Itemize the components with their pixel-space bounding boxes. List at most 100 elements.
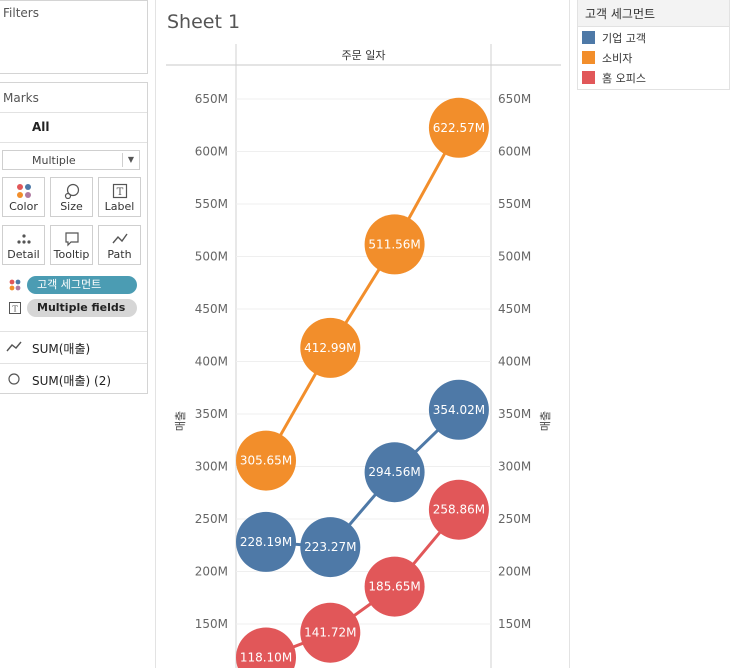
y-axis-title: 매출 xyxy=(174,411,187,431)
data-label: 511.56M xyxy=(368,237,420,251)
measure-label: SUM(매출) xyxy=(32,342,91,356)
chevron-down-icon[interactable]: ▼ xyxy=(122,153,139,167)
divider xyxy=(0,363,147,364)
data-point[interactable] xyxy=(364,442,425,503)
data-point[interactable] xyxy=(428,379,489,440)
multiple-fields-label-pill[interactable]: Multiple fields xyxy=(27,299,137,317)
marks-title: Marks xyxy=(3,91,39,105)
worksheet-view: Sheet 1 주문 일자 150M 150M 200M 200M 250M 250M 300… xyxy=(155,0,570,668)
filters-title: Filters xyxy=(3,6,39,20)
svg-text:T: T xyxy=(116,187,123,198)
measure-sum-sales-circle[interactable]: SUM(매출) (2) xyxy=(0,364,147,395)
y-tick-label: 650M xyxy=(195,92,228,106)
legend-item-label: 기업 고객 xyxy=(602,32,646,45)
tooltip-icon xyxy=(51,231,92,247)
marks-all-tab[interactable]: All xyxy=(32,120,50,134)
measure-label: SUM(매출) (2) xyxy=(32,374,112,388)
size-icon xyxy=(51,183,92,199)
data-point[interactable] xyxy=(428,97,489,158)
line-icon xyxy=(6,341,22,352)
color-icon xyxy=(9,279,21,291)
y-tick-label: 200M xyxy=(195,565,228,579)
path-icon xyxy=(99,231,140,247)
data-label: 118.10M xyxy=(240,650,292,664)
divider xyxy=(0,331,147,332)
path-button[interactable]: Path xyxy=(98,225,141,265)
tooltip-button[interactable]: Tooltip xyxy=(50,225,93,265)
data-label: 185.65M xyxy=(368,580,420,594)
legend-swatch xyxy=(582,31,595,44)
y-axis-title-right: 매출 xyxy=(539,411,552,431)
detail-button[interactable]: Detail xyxy=(2,225,45,265)
data-point[interactable] xyxy=(300,602,361,663)
sheet-title[interactable]: Sheet 1 xyxy=(167,11,241,33)
data-point[interactable] xyxy=(300,317,361,378)
label-icon: T xyxy=(99,183,140,199)
mark-type-value: Multiple xyxy=(32,154,76,167)
data-label: 223.27M xyxy=(304,540,356,554)
y-tick-label-right: 300M xyxy=(498,460,531,474)
data-label: 294.56M xyxy=(368,465,420,479)
marks-card: Marks All Multiple ▼ Color Size T Label … xyxy=(0,82,148,394)
y-tick-label-right: 600M xyxy=(498,145,531,159)
size-button-label: Size xyxy=(60,200,83,213)
y-tick-label: 300M xyxy=(195,460,228,474)
data-label: 305.65M xyxy=(240,454,292,468)
detail-button-label: Detail xyxy=(7,248,40,261)
size-button[interactable]: Size xyxy=(50,177,93,217)
label-button-label: Label xyxy=(104,200,135,213)
data-point[interactable] xyxy=(428,479,489,540)
data-point[interactable] xyxy=(236,430,296,491)
y-tick-label-right: 250M xyxy=(498,512,531,526)
y-tick-label: 250M xyxy=(195,512,228,526)
y-tick-label-right: 450M xyxy=(498,302,531,316)
color-legend: 고객 세그먼트 기업 고객 소비자 홈 오피스 xyxy=(577,0,730,90)
series-line[interactable] xyxy=(264,127,461,462)
y-tick-label: 500M xyxy=(195,250,228,264)
data-label: 622.57M xyxy=(433,121,485,135)
data-label: 141.72M xyxy=(304,626,356,640)
color-button[interactable]: Color xyxy=(2,177,45,217)
y-tick-label-right: 500M xyxy=(498,250,531,264)
filters-shelf[interactable]: Filters xyxy=(0,0,148,74)
series-line[interactable] xyxy=(265,408,460,549)
color-icon xyxy=(3,183,44,199)
legend-title: 고객 세그먼트 xyxy=(585,7,656,21)
chart[interactable]: 주문 일자 150M 150M 200M 200M 250M 250M 300M 300M 350… xyxy=(156,0,569,668)
color-button-label: Color xyxy=(9,200,38,213)
y-tick-label-right: 650M xyxy=(498,92,531,106)
circle-icon xyxy=(8,373,20,385)
legend-swatch xyxy=(582,51,595,64)
divider xyxy=(0,112,147,113)
svg-text:T: T xyxy=(12,305,18,314)
data-label: 228.19M xyxy=(240,535,292,549)
y-tick-label: 400M xyxy=(195,355,228,369)
y-tick-label-right: 200M xyxy=(498,565,531,579)
column-header-label: 주문 일자 xyxy=(342,48,386,62)
tooltip-button-label: Tooltip xyxy=(53,248,90,261)
mark-type-dropdown[interactable]: Multiple ▼ xyxy=(2,150,140,170)
series-line[interactable] xyxy=(265,508,461,659)
data-label: 258.86M xyxy=(433,503,485,517)
y-tick-label: 600M xyxy=(195,145,228,159)
label-button[interactable]: T Label xyxy=(98,177,141,217)
y-tick-label-right: 550M xyxy=(498,197,531,211)
data-point[interactable] xyxy=(364,556,425,617)
data-point[interactable] xyxy=(364,214,425,275)
legend-header[interactable]: 고객 세그먼트 xyxy=(578,0,729,27)
data-point[interactable] xyxy=(236,511,296,572)
segment-color-pill[interactable]: 고객 세그먼트 xyxy=(27,276,137,294)
y-tick-label-right: 150M xyxy=(498,617,531,631)
data-point[interactable] xyxy=(300,517,361,578)
detail-icon xyxy=(3,231,44,247)
measure-sum-sales-line[interactable]: SUM(매출) xyxy=(0,332,147,363)
y-tick-label: 450M xyxy=(195,302,228,316)
legend-item-label: 소비자 xyxy=(602,52,633,65)
label-icon: T xyxy=(9,302,21,314)
legend-swatch xyxy=(582,71,595,84)
data-point[interactable] xyxy=(236,627,296,668)
legend-item-label: 홈 오피스 xyxy=(602,72,646,85)
data-label: 354.02M xyxy=(433,403,485,417)
divider xyxy=(0,142,147,143)
y-tick-label-right: 350M xyxy=(498,407,531,421)
